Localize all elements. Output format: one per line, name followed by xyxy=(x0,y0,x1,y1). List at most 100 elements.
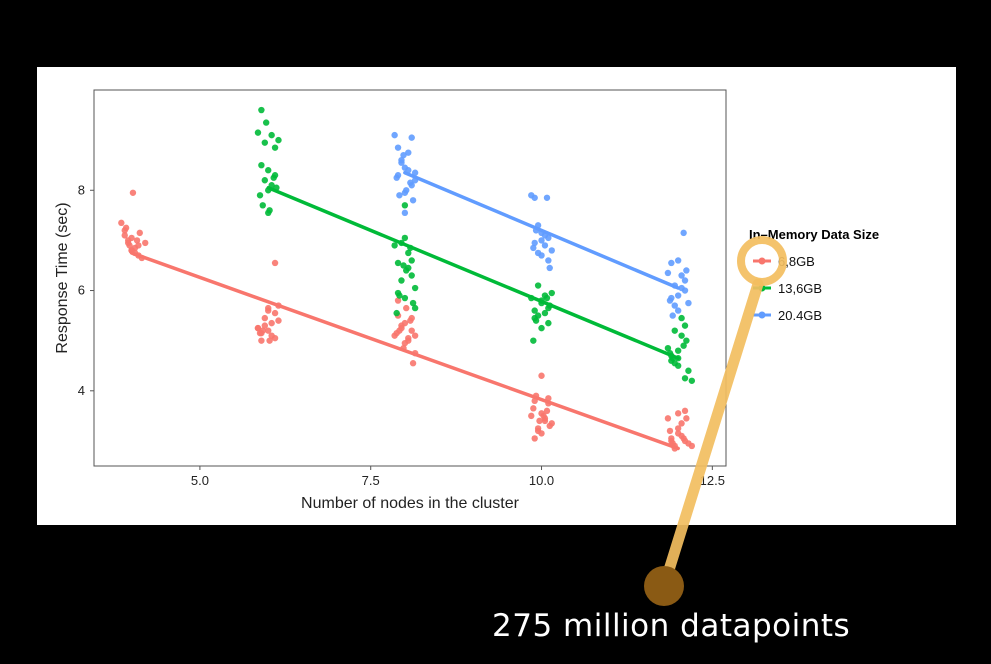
point-series-2 xyxy=(271,144,279,151)
point-series-2 xyxy=(268,131,275,139)
point-series-2 xyxy=(530,337,537,344)
legend-highlight-ring xyxy=(737,236,787,286)
point-series-2 xyxy=(258,106,265,114)
point-series-1 xyxy=(258,337,265,344)
point-series-3 xyxy=(393,174,400,181)
y-axis-label: Response Time (sec) xyxy=(54,202,71,353)
point-series-1 xyxy=(122,224,130,232)
point-series-3 xyxy=(396,192,403,199)
point-series-1 xyxy=(133,237,141,244)
point-series-2 xyxy=(534,282,542,289)
point-series-3 xyxy=(538,252,545,259)
point-series-2 xyxy=(674,362,682,369)
point-series-3 xyxy=(683,267,690,274)
point-series-2 xyxy=(398,277,405,284)
point-series-2 xyxy=(259,202,266,209)
point-series-3 xyxy=(408,134,415,141)
point-series-1 xyxy=(136,229,143,237)
legend-key-dot xyxy=(758,311,766,319)
point-series-2 xyxy=(393,309,400,317)
point-series-1 xyxy=(261,322,269,329)
point-series-1 xyxy=(680,435,687,442)
y-tick-label: 4 xyxy=(78,383,85,398)
point-series-3 xyxy=(674,307,682,314)
point-series-3 xyxy=(405,149,412,156)
point-series-3 xyxy=(403,187,410,194)
point-series-2 xyxy=(674,347,682,354)
point-series-3 xyxy=(538,237,545,244)
point-series-1 xyxy=(271,259,279,267)
point-series-3 xyxy=(548,247,555,254)
callout-connector xyxy=(658,278,764,592)
point-series-2 xyxy=(411,304,419,312)
legend-key-dot xyxy=(758,257,766,265)
fit-line-series-3 xyxy=(403,170,680,290)
point-series-2 xyxy=(401,294,409,302)
point-series-1 xyxy=(538,372,545,379)
point-series-1 xyxy=(256,329,264,337)
point-series-2 xyxy=(681,375,689,382)
point-series-1 xyxy=(536,417,543,425)
point-series-1 xyxy=(678,420,685,427)
point-series-3 xyxy=(541,242,549,249)
point-series-1 xyxy=(688,442,696,450)
point-series-2 xyxy=(671,327,678,334)
point-series-2 xyxy=(275,136,282,144)
x-tick-label: 5.0 xyxy=(191,473,209,488)
point-series-3 xyxy=(394,144,402,151)
point-series-1 xyxy=(530,405,537,412)
point-series-3 xyxy=(674,292,682,299)
point-series-1 xyxy=(275,317,282,324)
point-series-1 xyxy=(135,242,142,249)
point-series-1 xyxy=(401,339,409,347)
point-series-3 xyxy=(400,151,407,159)
point-series-3 xyxy=(531,239,538,247)
point-series-2 xyxy=(688,377,696,384)
x-tick-label: 12.5 xyxy=(700,473,725,488)
legend-label: 20.4GB xyxy=(778,308,822,323)
point-series-2 xyxy=(664,344,672,352)
point-series-2 xyxy=(531,307,538,314)
data-points xyxy=(118,106,696,452)
point-series-2 xyxy=(403,267,410,274)
point-series-1 xyxy=(124,237,132,244)
point-series-1 xyxy=(538,430,545,437)
point-series-2 xyxy=(401,234,409,242)
x-tick-label: 7.5 xyxy=(362,473,380,488)
point-series-1 xyxy=(540,412,547,420)
point-series-2 xyxy=(683,337,690,344)
point-series-1 xyxy=(129,189,137,196)
point-series-3 xyxy=(530,244,537,252)
x-tick-label: 10.0 xyxy=(529,473,554,488)
point-series-2 xyxy=(408,272,415,279)
point-series-3 xyxy=(664,269,672,277)
legend-label: 13,6GB xyxy=(778,281,822,296)
axes: 5.0 7.5 10.0 12.5 4 6 8 xyxy=(78,182,725,488)
point-series-2 xyxy=(270,174,277,181)
callout-pin xyxy=(644,566,684,606)
point-series-2 xyxy=(681,322,689,329)
point-series-1 xyxy=(666,427,674,435)
point-series-3 xyxy=(546,264,553,272)
point-series-1 xyxy=(674,410,682,417)
point-series-1 xyxy=(405,334,412,342)
point-series-3 xyxy=(398,159,405,166)
point-series-2 xyxy=(261,139,269,146)
point-series-2 xyxy=(409,299,417,307)
point-series-3 xyxy=(666,297,674,304)
point-series-1 xyxy=(265,327,272,334)
point-series-2 xyxy=(405,249,412,257)
point-series-2 xyxy=(541,309,549,317)
point-series-2 xyxy=(678,332,685,339)
point-series-2 xyxy=(256,192,264,199)
point-series-1 xyxy=(394,297,402,304)
point-series-1 xyxy=(664,415,672,422)
point-series-3 xyxy=(407,179,414,186)
point-series-3 xyxy=(671,302,678,309)
point-series-1 xyxy=(254,324,262,332)
point-series-1 xyxy=(126,242,133,249)
point-series-1 xyxy=(396,327,403,334)
point-series-1 xyxy=(681,407,689,415)
point-series-2 xyxy=(396,292,403,299)
point-series-3 xyxy=(391,131,398,139)
